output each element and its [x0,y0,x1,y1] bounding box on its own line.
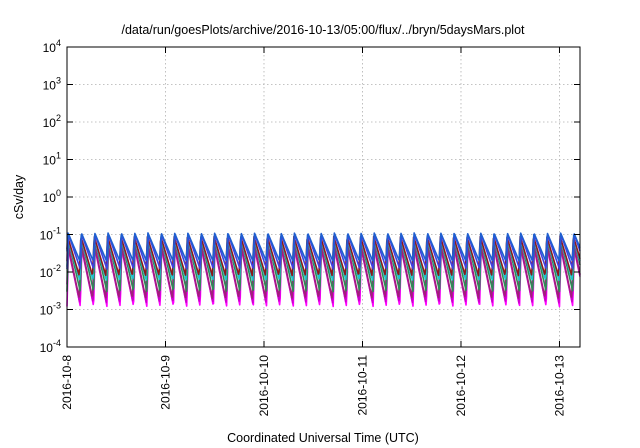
y-tick-label: 104 [43,38,61,55]
axis-ticks: 10-4 10-3 10-2 10-1 100 101 102 103 104 2016-10-8… [40,38,580,416]
y-tick-label: 102 [43,113,61,130]
series-group [66,232,581,308]
x-tick-label: 2016-10-10 [257,355,271,417]
y-tick-label: 103 [43,76,61,93]
x-tick-label: 2016-10-13 [552,355,566,417]
x-tick-label: 2016-10-12 [454,355,468,417]
y-tick-label: 10-4 [40,338,61,355]
x-tick-label: 2016-10-8 [60,355,74,410]
y-tick-label: 10-1 [40,226,61,243]
y-tick-label: 10-3 [40,301,61,318]
x-tick-label: 2016-10-9 [158,355,172,410]
x-axis-label: Coordinated Universal Time (UTC) [227,431,419,445]
y-axis-label: cSv/day [12,174,26,219]
x-tick-label: 2016-10-11 [355,355,369,416]
y-tick-label: 10-2 [40,263,61,280]
y-tick-label: 100 [43,188,61,205]
grid [67,47,580,347]
y-tick-label: 101 [43,151,61,168]
series-line-8 [66,232,581,262]
chart-title: /data/run/goesPlots/archive/2016-10-13/0… [121,23,525,37]
